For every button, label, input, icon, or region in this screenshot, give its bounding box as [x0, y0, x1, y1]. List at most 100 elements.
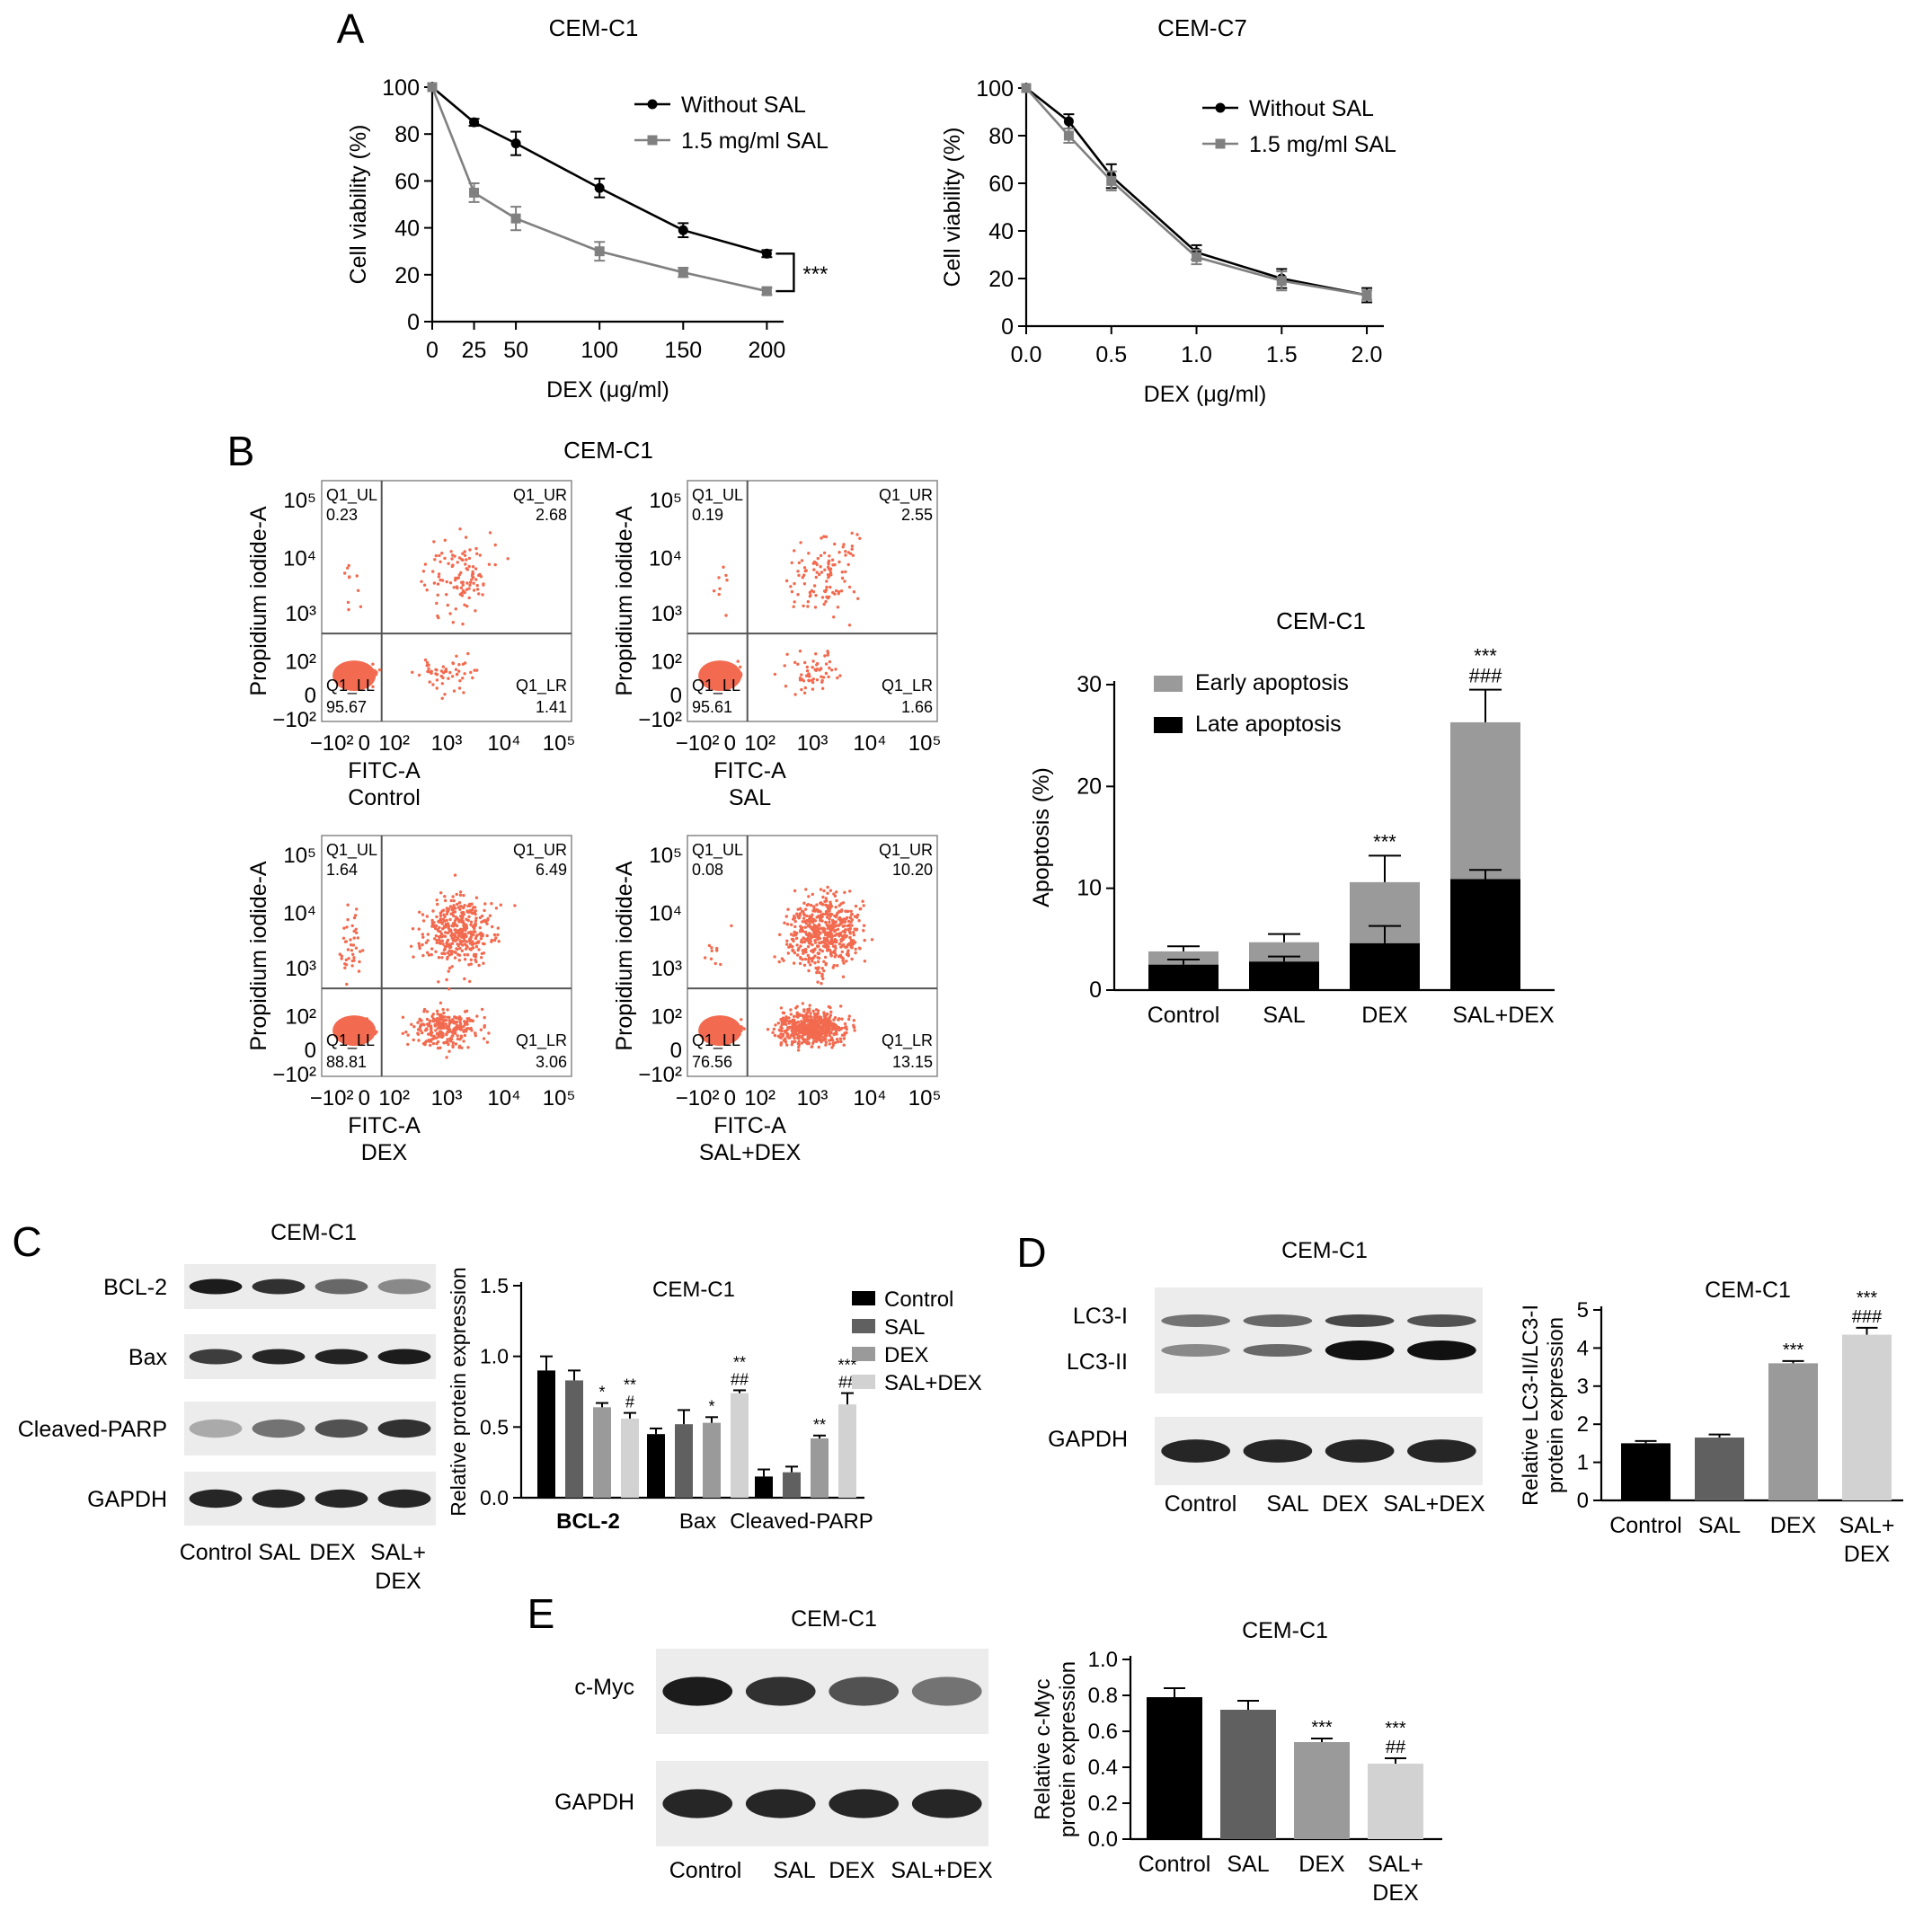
- event-dot: [831, 1039, 835, 1042]
- legend-label: 1.5 mg/ml SAL: [681, 128, 829, 154]
- event-dot: [811, 659, 815, 663]
- event-dot: [453, 919, 457, 923]
- event-dot: [464, 1028, 467, 1031]
- blot-lane-label: DEX: [309, 1540, 356, 1565]
- event-dot: [839, 1004, 843, 1008]
- event-dot: [446, 938, 450, 942]
- event-dot: [807, 552, 811, 555]
- event-dot: [467, 596, 471, 600]
- quadrant-label-ll: Q1_LL: [692, 677, 740, 695]
- band: [745, 1677, 816, 1706]
- event-dot: [816, 929, 820, 933]
- event-dot: [824, 599, 828, 604]
- quadrant-value-lr: 1.66: [901, 698, 933, 716]
- event-dot: [806, 925, 811, 928]
- event-dot: [802, 1016, 806, 1021]
- event-dot: [862, 904, 865, 907]
- blot-row-label: LC3-I: [1073, 1304, 1128, 1329]
- event-dot: [446, 1008, 449, 1012]
- event-dot: [802, 901, 806, 905]
- quadrant-value-lr: 3.06: [536, 1053, 567, 1071]
- event-dot: [487, 1031, 491, 1035]
- event-dot: [856, 597, 860, 600]
- event-dot: [801, 1034, 804, 1039]
- event-dot: [821, 977, 825, 981]
- event-dot: [463, 953, 466, 957]
- event-dot: [346, 600, 350, 605]
- event-dot: [468, 937, 472, 941]
- event-dot: [463, 942, 466, 946]
- quadrant-label-ur: Q1_UR: [513, 841, 567, 860]
- event-dot: [446, 1030, 449, 1033]
- event-dot: [343, 571, 347, 575]
- event-dot: [818, 948, 822, 951]
- event-dot: [472, 954, 476, 958]
- bar-chart-e-bar: CEM-C1 0.0 0.2 0.4 0.6 0.8 1.0 Relative c-Myc pr…: [1031, 1618, 1442, 1906]
- event-dot: [837, 551, 841, 554]
- event-dot: [434, 553, 438, 558]
- data-point: [1192, 252, 1202, 262]
- event-dot: [461, 552, 465, 555]
- x-axis-label: DEX (μg/ml): [546, 377, 669, 403]
- quadrant-value-ur: 6.49: [536, 861, 567, 879]
- quadrant-value-ul: 0.08: [692, 861, 723, 879]
- event-dot: [793, 925, 797, 929]
- event-dot: [483, 942, 486, 946]
- event-dot: [799, 1029, 802, 1033]
- event-dot: [352, 916, 357, 920]
- bar-control: [755, 1476, 773, 1498]
- significance-label: ###: [1852, 1307, 1883, 1327]
- band: [1325, 1340, 1395, 1360]
- event-dot: [798, 650, 802, 653]
- quadrant-value-ur: 10.20: [892, 861, 933, 879]
- event-dot: [814, 575, 818, 579]
- event-dot: [418, 910, 421, 914]
- event-dot: [710, 949, 713, 953]
- event-dot: [828, 934, 831, 938]
- y-tick-label: 4: [1577, 1336, 1589, 1360]
- event-dot: [475, 933, 479, 937]
- y-tick-label: 10²: [285, 1005, 316, 1030]
- event-dot: [815, 903, 819, 907]
- quadrant-label-lr: Q1_LR: [516, 677, 567, 695]
- event-dot: [810, 916, 813, 919]
- event-dot: [412, 1038, 415, 1042]
- event-dot: [853, 1029, 856, 1032]
- event-dot: [448, 905, 453, 908]
- event-dot: [837, 1018, 840, 1022]
- chart-title: CEM-C7: [1157, 14, 1247, 41]
- bar-chart-d-bar: CEM-C1 0 1 2 3 4 5 Relative LC3-II/LC3-I protein…: [1519, 1278, 1903, 1567]
- event-dot: [847, 585, 852, 589]
- y-tick-label: 0: [305, 1039, 316, 1063]
- event-dot: [817, 923, 821, 926]
- event-dot: [840, 918, 845, 923]
- event-dot: [816, 951, 820, 955]
- event-dot: [809, 1012, 812, 1015]
- y-tick-label: 0: [407, 310, 420, 335]
- event-dot: [820, 972, 824, 977]
- x-tick-label: 0: [724, 731, 736, 756]
- event-dot: [435, 686, 439, 690]
- event-dot: [421, 913, 425, 916]
- event-dot: [832, 950, 837, 953]
- event-dot: [499, 903, 502, 907]
- event-dot: [459, 1036, 464, 1040]
- quadrant-value-ll: 95.61: [692, 698, 732, 716]
- event-dot: [346, 917, 350, 922]
- event-dot: [494, 936, 498, 940]
- event-dot: [840, 1026, 844, 1031]
- data-point: [469, 117, 480, 128]
- western-blot-e: CEM-C1 c-Myc GAPDH Control SAL DEX SAL+DEX: [554, 1606, 993, 1883]
- event-dot: [469, 958, 473, 962]
- event-dot: [406, 1042, 410, 1047]
- event-dot: [350, 964, 354, 968]
- event-dot: [780, 1029, 784, 1033]
- bar: [1147, 1697, 1202, 1839]
- condition-label: SAL: [729, 785, 771, 810]
- event-dot: [401, 1015, 405, 1020]
- event-dot: [442, 1041, 446, 1045]
- quadrant-label-ur: Q1_UR: [879, 486, 933, 505]
- event-dot: [836, 964, 839, 968]
- significance-label: ***: [1857, 1288, 1878, 1308]
- band: [1243, 1439, 1313, 1463]
